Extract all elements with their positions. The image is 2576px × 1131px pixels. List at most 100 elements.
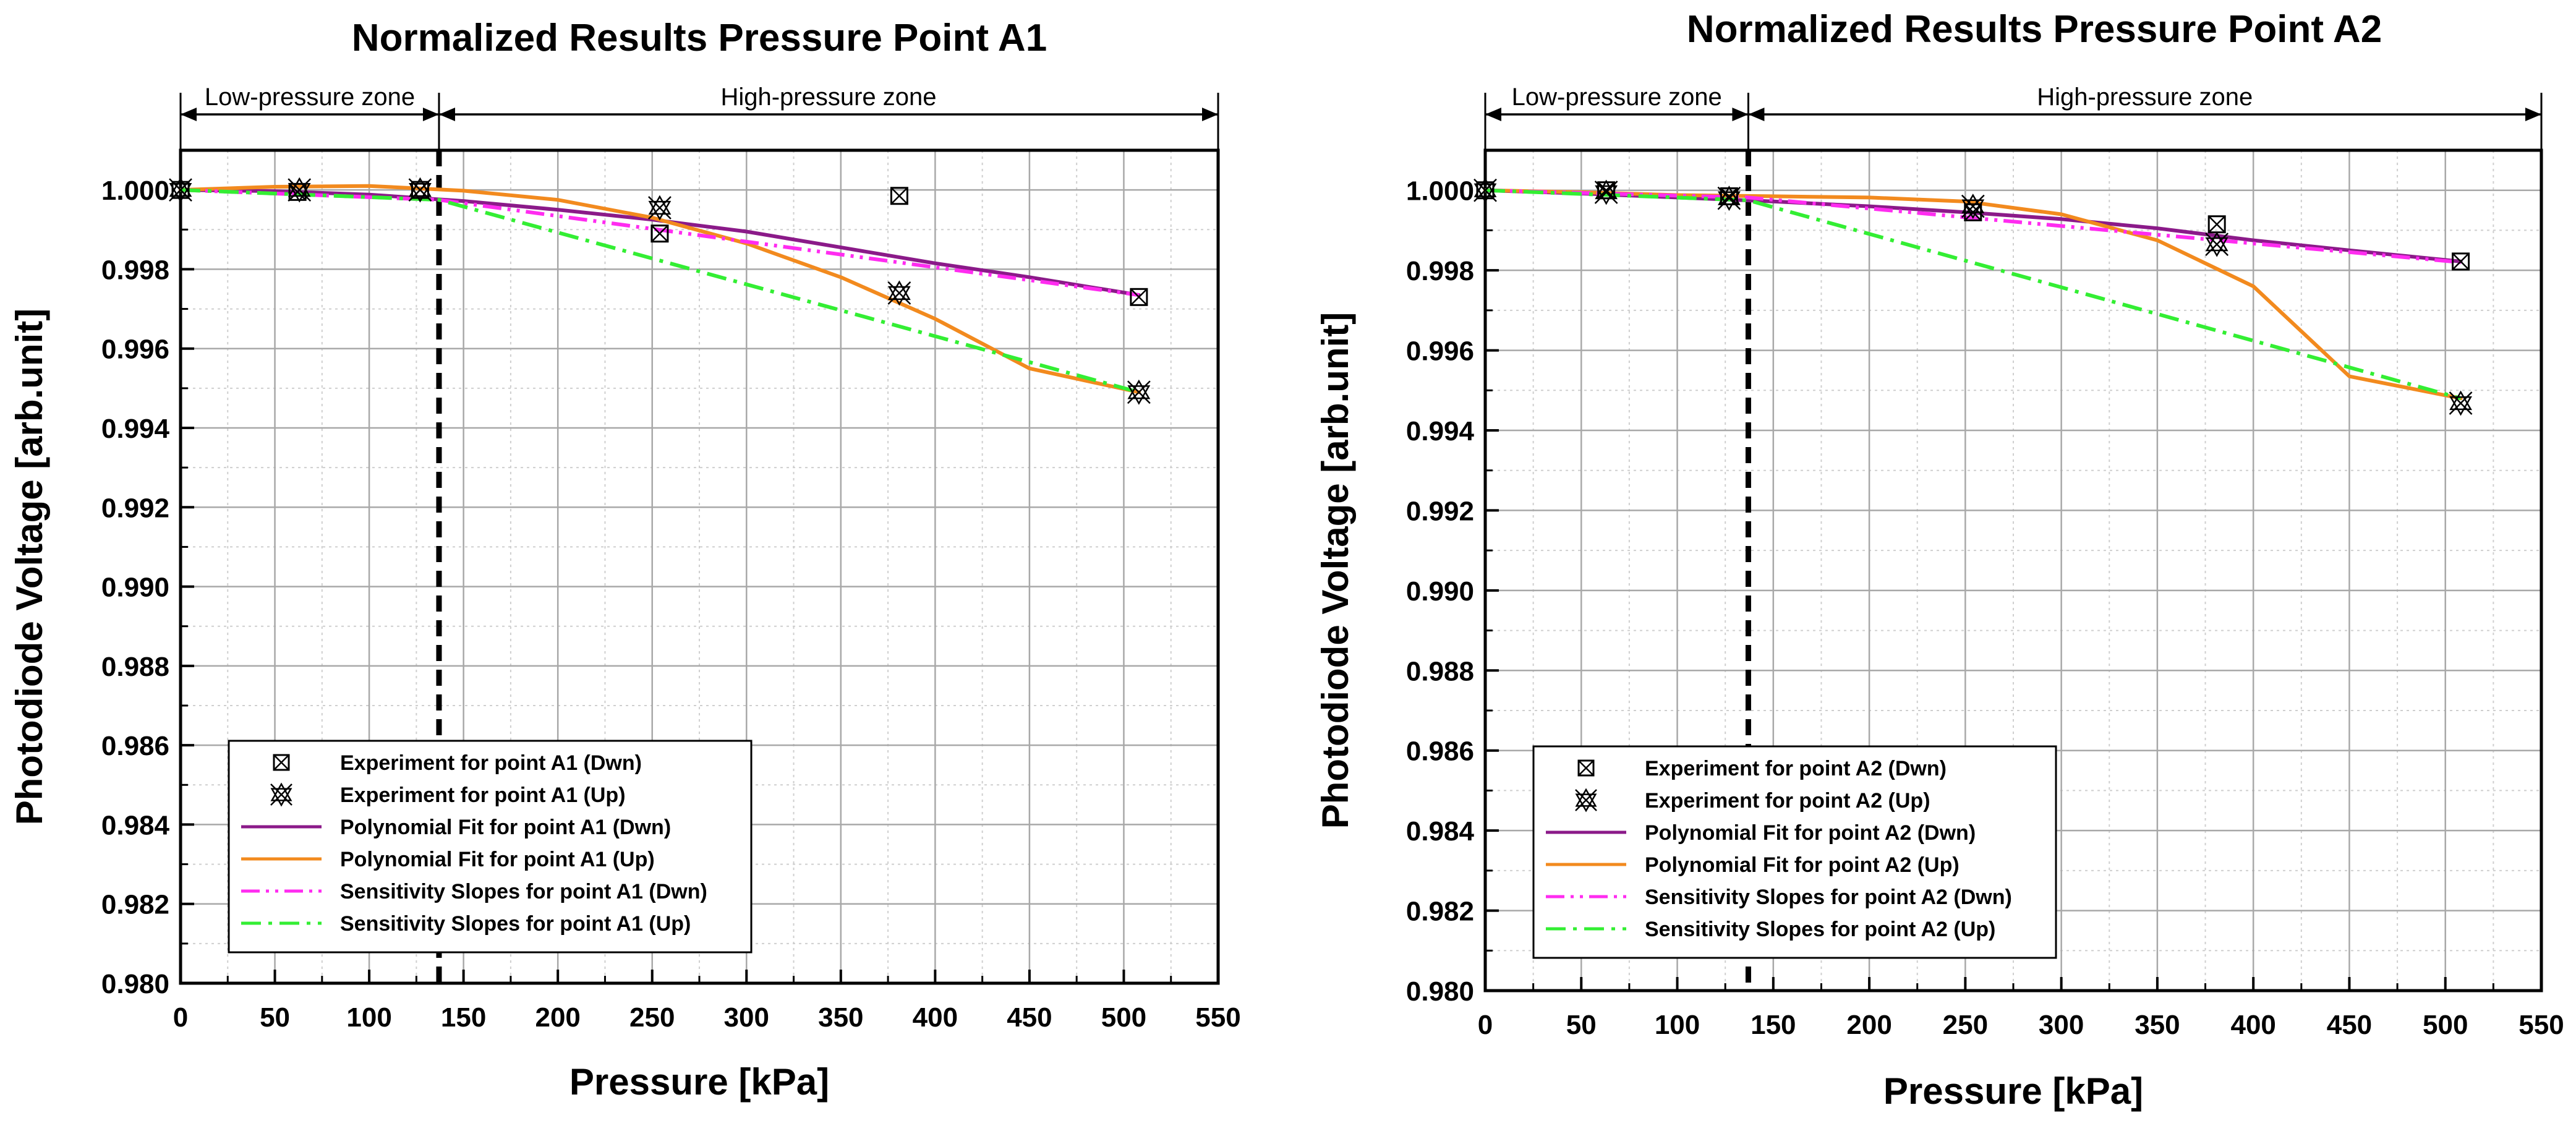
marker-triangle-up [1127, 379, 1151, 399]
y-tick-label: 0.998 [1406, 256, 1474, 286]
marker-cross [288, 178, 312, 202]
marker-cross [273, 754, 289, 770]
y-tick-label: 0.984 [101, 810, 170, 840]
marker-triangle-up [1961, 194, 1985, 213]
legend-box [1532, 745, 2057, 959]
data-point [890, 187, 908, 205]
high-pressure-zone-label: High-pressure zone [720, 83, 936, 111]
marker-triangle-down [169, 182, 192, 203]
marker-cross [169, 178, 192, 202]
x-tick-label: 400 [913, 1002, 958, 1033]
low-zone-arrow-arrowhead-left [181, 108, 197, 121]
marker-triangle-up [2449, 390, 2472, 411]
marker-triangle-down [2205, 237, 2228, 257]
legend-box [228, 740, 753, 954]
legend-label: Sensitivity Slopes for point A1 (Dwn) [340, 880, 707, 903]
y-tick-label: 0.990 [101, 573, 169, 603]
marker-triangle-down [409, 182, 432, 203]
y-tick-label: 0.992 [101, 493, 169, 523]
legend-label: Polynomial Fit for point A1 (Up) [340, 848, 655, 871]
data-point [648, 195, 672, 221]
legend-item: Sensitivity Slopes for point A1 (Up) [241, 912, 691, 936]
legend-label: Experiment for point A2 (Up) [1645, 789, 1930, 813]
marker-triangle-up [169, 177, 192, 197]
chart-panel-1: Normalized Results Pressure Point A1 0 50 1… [9, 17, 1241, 1103]
marker-box [2452, 252, 2470, 271]
data-point [1474, 177, 1497, 203]
data-point [273, 754, 290, 771]
series-line-3 [179, 188, 1141, 297]
marker-triangle-up [648, 195, 672, 215]
marker-triangle-down [1718, 191, 1741, 211]
y-tick-label: 0.986 [1406, 736, 1474, 767]
chart-panel-2: Normalized Results Pressure Point A2 0 50 1… [1315, 8, 2564, 1112]
x-tick-label: 500 [1101, 1002, 1146, 1033]
y-tick-label: 1.000 [101, 176, 169, 206]
marker-triangle-up [1575, 788, 1597, 807]
y-tick-label: 0.980 [101, 969, 169, 999]
legend: Experiment for point A2 (Dwn) Experiment … [1532, 745, 2057, 959]
x-tick-label: 50 [260, 1002, 290, 1033]
legend-item: Sensitivity Slopes for point A2 (Up) [1546, 918, 1995, 941]
marker-cross [648, 196, 672, 220]
y-tick-label: 0.990 [1406, 576, 1474, 607]
marker-triangle-up [1718, 186, 1741, 205]
marker-triangle-up [1595, 179, 1618, 200]
marker-cross [1594, 181, 1618, 204]
marker-cross [2205, 233, 2229, 256]
marker-cross [1961, 194, 1985, 218]
x-tick-label: 300 [2039, 1010, 2084, 1040]
legend-label: Polynomial Fit for point A2 (Up) [1645, 853, 1960, 877]
x-tick-label: 450 [1007, 1002, 1052, 1033]
legend-label: Experiment for point A1 (Dwn) [340, 751, 642, 775]
x-tick-label: 350 [2135, 1010, 2180, 1040]
x-tick-label: 150 [1751, 1010, 1796, 1040]
y-tick-label: 0.996 [1406, 336, 1474, 367]
series-line-4 [179, 184, 1141, 395]
marker-box [650, 224, 669, 243]
legend-item: Experiment for point A2 (Dwn) [1577, 757, 1947, 780]
legend-label: Sensitivity Slopes for point A2 (Dwn) [1645, 886, 2012, 909]
series-line-6 [180, 188, 1140, 395]
legend-item: Polynomial Fit for point A2 (Dwn) [1546, 821, 1976, 845]
data-point [2452, 252, 2470, 271]
low-zone-arrow-arrowhead-right [422, 108, 439, 121]
y-tick-label: 0.994 [101, 414, 170, 444]
high-pressure-zone-label: High-pressure zone [2037, 83, 2253, 111]
marker-cross [2452, 253, 2470, 270]
high-zone-arrow-arrowhead-right [1202, 108, 1218, 121]
marker-cross [1474, 178, 1497, 202]
data-point [1577, 759, 1595, 777]
ticks: 0 50 100 150 200 250 300 350 400 450 500 550 0.980 0.… [101, 176, 1241, 1033]
y-tick-label: 1.000 [1406, 176, 1474, 207]
series-line-5 [180, 188, 1140, 297]
marker-triangle-up [409, 177, 432, 197]
marker-cross [270, 783, 292, 806]
marker-cross [1717, 186, 1741, 210]
series-line-6 [1485, 188, 2462, 401]
marker-cross [1575, 789, 1597, 811]
x-tick-label: 200 [1846, 1010, 1891, 1040]
y-tick-label: 0.998 [101, 255, 169, 285]
x-tick-label: 550 [1195, 1002, 1240, 1033]
data-point [2449, 390, 2473, 416]
marker-triangle-down [288, 182, 311, 203]
legend-item: Sensitivity Slopes for point A1 (Dwn) [241, 880, 707, 903]
y-tick-label: 0.994 [1406, 416, 1475, 446]
y-tick-label: 0.988 [101, 652, 169, 682]
data-point [408, 177, 432, 203]
x-tick-label: 550 [2518, 1010, 2564, 1040]
series-markers-2 [169, 177, 1151, 405]
legend-label: Polynomial Fit for point A2 (Dwn) [1645, 821, 1976, 845]
x-axis-title: Pressure [kPa] [1883, 1070, 2143, 1112]
y-tick-label: 0.982 [101, 890, 169, 920]
marker-box [1577, 759, 1595, 777]
series-group [1474, 177, 2473, 416]
data-point [650, 224, 669, 243]
marker-triangle-up [2205, 231, 2228, 252]
data-point [169, 177, 192, 203]
marker-triangle-down [888, 286, 911, 306]
series-markers-2 [1474, 177, 2473, 416]
data-point [1594, 179, 1618, 205]
